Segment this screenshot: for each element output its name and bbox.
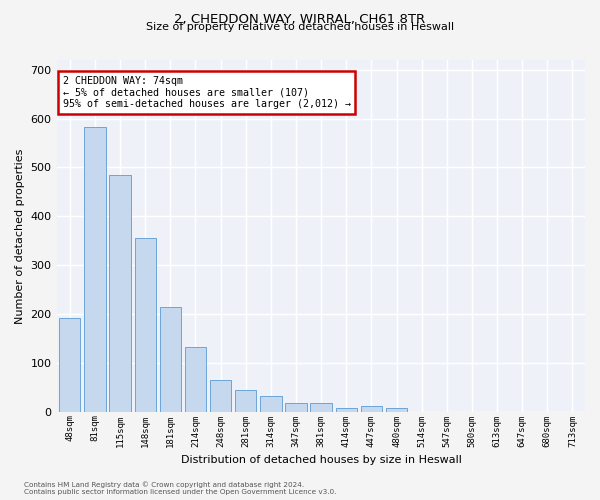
Bar <box>335 408 357 412</box>
Bar <box>84 127 106 412</box>
Bar <box>185 347 206 412</box>
Bar <box>59 318 80 412</box>
Bar <box>235 390 256 411</box>
Bar <box>109 175 131 412</box>
Bar <box>386 408 407 412</box>
Bar <box>134 238 156 412</box>
Text: Contains HM Land Registry data © Crown copyright and database right 2024.: Contains HM Land Registry data © Crown c… <box>24 481 304 488</box>
Text: Size of property relative to detached houses in Heswall: Size of property relative to detached ho… <box>146 22 454 32</box>
Bar <box>210 380 231 412</box>
Bar <box>160 306 181 412</box>
Bar <box>286 404 307 411</box>
X-axis label: Distribution of detached houses by size in Heswall: Distribution of detached houses by size … <box>181 455 461 465</box>
Text: Contains public sector information licensed under the Open Government Licence v3: Contains public sector information licen… <box>24 489 337 495</box>
Text: 2, CHEDDON WAY, WIRRAL, CH61 8TR: 2, CHEDDON WAY, WIRRAL, CH61 8TR <box>175 12 425 26</box>
Text: 2 CHEDDON WAY: 74sqm
← 5% of detached houses are smaller (107)
95% of semi-detac: 2 CHEDDON WAY: 74sqm ← 5% of detached ho… <box>62 76 350 109</box>
Bar <box>310 404 332 411</box>
Bar <box>361 406 382 412</box>
Bar <box>260 396 281 411</box>
Y-axis label: Number of detached properties: Number of detached properties <box>15 148 25 324</box>
